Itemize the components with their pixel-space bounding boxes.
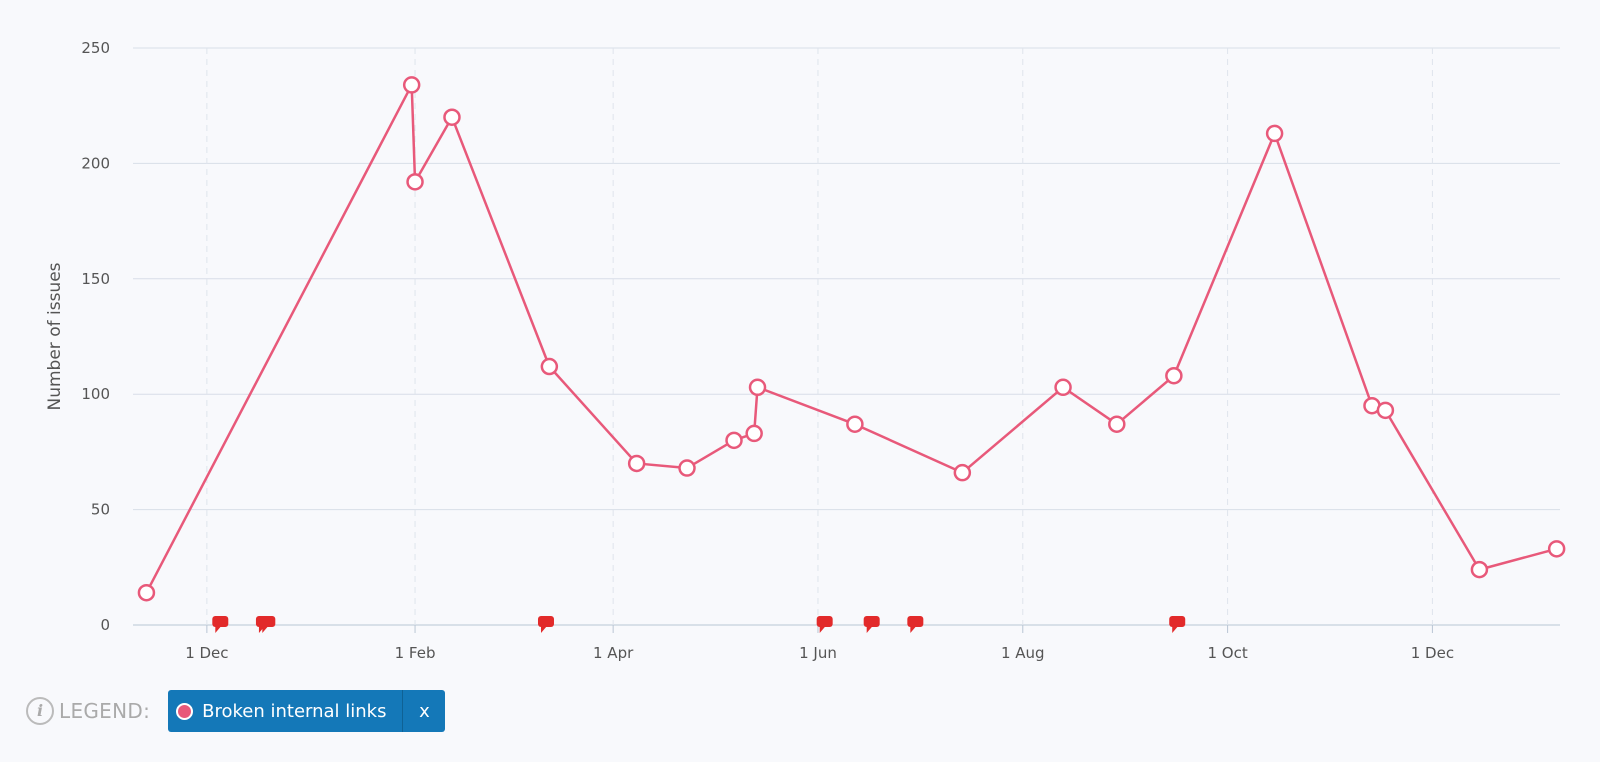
series-color-dot [176,702,194,720]
data-point [406,173,424,191]
data-point [443,108,461,126]
data-point [725,431,743,450]
data-point [1547,540,1566,558]
data-point [1054,378,1072,397]
y-tick-label: 200 [81,154,110,172]
data-point [953,463,972,482]
legend-series-chip: Broken internal links x [168,690,446,732]
x-tick-label: 1 Feb [395,644,436,662]
x-tick-label: 1 Apr [593,644,634,662]
data-point [748,378,767,397]
data-point [1265,124,1284,143]
annotation-marker [212,616,229,633]
y-tick-label: 50 [91,501,110,519]
annotation-marker [907,616,924,633]
y-axis-title: Number of issues [45,262,65,410]
annotation-marker [816,616,833,633]
data-point [678,459,696,477]
data-point [1165,366,1183,385]
info-icon[interactable]: i [26,697,54,725]
data-point [846,415,864,433]
data-point [745,424,763,443]
remove-series-button[interactable]: x [402,690,445,732]
data-point [1470,560,1489,579]
data-point [1376,401,1395,420]
series-line [145,83,1557,594]
annotation-marker [537,616,554,633]
data-point [1108,415,1126,433]
y-tick-label: 250 [81,39,110,57]
x-tick-label: 1 Jun [799,644,837,662]
y-tick-label: 150 [81,270,110,288]
line-chart: 0 50 100 150 200 250 1 Dec 1 Feb 1 Apr 1 Jun 1 Aug… [45,39,1566,662]
data-point [137,583,156,602]
annotation-marker [259,616,276,633]
x-tick-label: 1 Dec [1411,644,1454,662]
y-tick-label: 100 [81,385,110,403]
legend: i LEGEND: Broken internal links x [26,690,446,732]
x-tick-label: 1 Dec [185,644,228,662]
y-tick-label: 0 [100,616,110,634]
data-point [540,357,559,376]
legend-series-label: Broken internal links [202,700,387,722]
data-point [627,454,646,473]
annotation-marker [1169,616,1186,633]
x-tick-label: 1 Oct [1207,644,1247,662]
legend-series-toggle[interactable]: Broken internal links [168,690,402,732]
legend-label: LEGEND: [59,699,151,723]
annotation-marker [863,616,880,633]
data-point [402,76,421,94]
x-tick-label: 1 Aug [1001,644,1045,662]
